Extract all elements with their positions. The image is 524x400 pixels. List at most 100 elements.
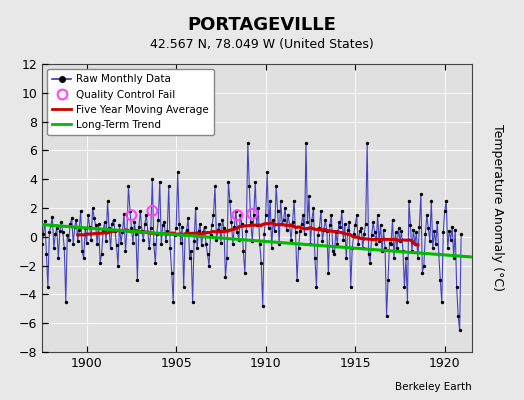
Point: [68, 215, 76, 221]
Point: [294, 245, 303, 252]
Point: [71, 224, 79, 230]
Point: [114, 262, 122, 269]
Point: [179, 284, 188, 290]
Point: [448, 224, 456, 230]
Point: [321, 216, 330, 223]
Point: [372, 241, 380, 247]
Point: [379, 226, 388, 233]
Point: [282, 226, 291, 233]
Point: [64, 236, 73, 243]
Point: [226, 198, 234, 204]
Point: [307, 241, 315, 247]
Point: [316, 208, 325, 214]
Point: [348, 245, 356, 252]
Point: [236, 212, 245, 218]
Point: [249, 212, 258, 218]
Point: [156, 179, 164, 185]
Point: [168, 270, 176, 276]
Point: [108, 221, 116, 227]
Point: [89, 205, 97, 211]
Point: [87, 236, 95, 243]
Point: [339, 236, 347, 243]
Point: [383, 313, 391, 319]
Point: [253, 222, 261, 228]
Point: [90, 215, 99, 221]
Point: [300, 231, 309, 237]
Point: [138, 228, 146, 234]
Point: [91, 222, 100, 228]
Point: [346, 284, 355, 290]
Point: [455, 327, 464, 334]
Point: [165, 183, 173, 190]
Point: [69, 241, 78, 247]
Point: [344, 226, 352, 233]
Point: [275, 241, 283, 247]
Point: [366, 260, 374, 266]
Point: [220, 225, 228, 231]
Point: [446, 236, 455, 243]
Point: [221, 274, 230, 280]
Point: [230, 224, 238, 230]
Point: [388, 216, 397, 223]
Point: [228, 241, 237, 247]
Point: [163, 228, 171, 234]
Text: Berkeley Earth: Berkeley Earth: [395, 382, 472, 392]
Point: [257, 260, 266, 266]
Point: [33, 222, 41, 228]
Point: [211, 183, 219, 190]
Point: [374, 212, 382, 218]
Point: [332, 229, 340, 236]
Point: [170, 232, 179, 238]
Point: [453, 284, 461, 290]
Point: [381, 245, 389, 252]
Point: [299, 212, 307, 218]
Point: [411, 241, 419, 247]
Point: [189, 298, 197, 305]
Point: [42, 251, 51, 257]
Point: [358, 245, 367, 252]
Point: [151, 260, 159, 266]
Point: [178, 224, 187, 230]
Point: [423, 212, 431, 218]
Point: [427, 198, 435, 204]
Point: [425, 238, 434, 244]
Point: [206, 232, 215, 238]
Point: [396, 238, 404, 244]
Point: [99, 228, 107, 234]
Point: [375, 238, 383, 244]
Point: [63, 232, 71, 238]
Point: [181, 231, 189, 237]
Point: [450, 255, 458, 262]
Point: [77, 208, 85, 214]
Point: [274, 208, 282, 214]
Point: [351, 222, 359, 228]
Point: [248, 210, 256, 217]
Point: [150, 241, 158, 247]
Point: [166, 245, 174, 252]
Point: [182, 226, 191, 233]
Point: [142, 212, 150, 218]
Point: [29, 216, 37, 223]
Point: [297, 221, 305, 227]
Point: [135, 224, 143, 230]
Point: [318, 238, 326, 244]
Point: [199, 229, 208, 236]
Point: [312, 284, 321, 290]
Point: [355, 228, 364, 234]
Point: [148, 208, 157, 214]
Point: [118, 229, 127, 236]
Point: [97, 251, 106, 257]
Point: [85, 224, 94, 230]
Point: [175, 221, 183, 227]
Point: [106, 245, 115, 252]
Point: [329, 248, 337, 254]
Point: [115, 222, 124, 228]
Point: [117, 239, 125, 246]
Point: [127, 225, 136, 231]
Point: [457, 231, 465, 237]
Point: [402, 255, 410, 262]
Point: [341, 221, 349, 227]
Point: [101, 219, 109, 226]
Point: [265, 225, 273, 231]
Point: [81, 225, 90, 231]
